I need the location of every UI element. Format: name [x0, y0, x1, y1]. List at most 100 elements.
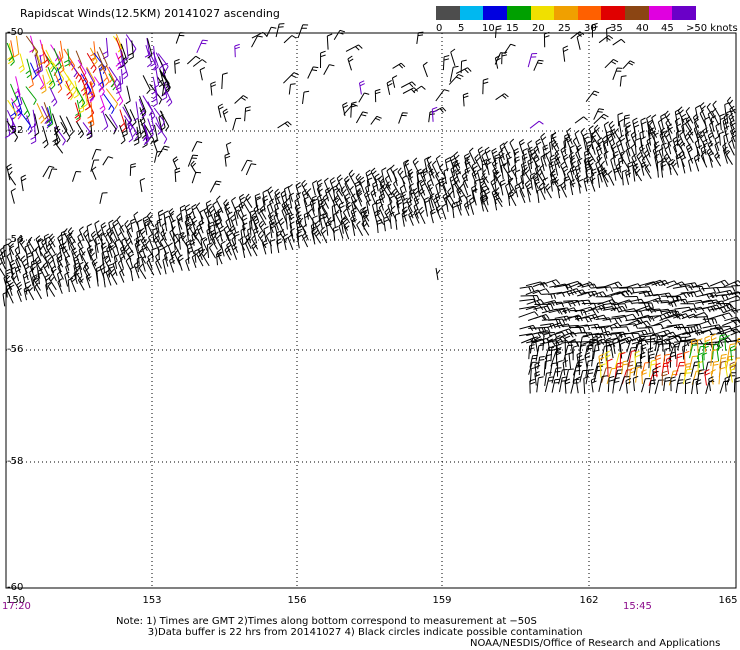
wind-barb [206, 227, 213, 245]
wind-barb [39, 44, 46, 66]
wind-barb [611, 303, 628, 309]
legend-label: 0 [436, 23, 443, 34]
wind-barb [638, 302, 654, 309]
wind-barb [569, 165, 576, 182]
wind-barb [188, 223, 197, 240]
wind-barb [169, 256, 176, 273]
wind-barb [189, 238, 196, 255]
wind-barb [534, 314, 550, 320]
wind-barb [351, 219, 358, 236]
wind-barb [36, 102, 45, 124]
wind-barb [168, 208, 175, 223]
wind-barb [146, 38, 153, 59]
wind-barb [674, 342, 680, 360]
wind-barb [347, 55, 354, 71]
legend-swatch [506, 6, 532, 20]
wind-barb [142, 75, 151, 95]
wind-barb [681, 156, 687, 174]
wind-barb [574, 116, 588, 124]
wind-barb [139, 107, 146, 126]
wind-barb [223, 225, 230, 241]
wind-barb [503, 140, 511, 159]
wind-barb [153, 107, 165, 127]
wind-barb [8, 170, 17, 186]
wind-barb [402, 87, 419, 94]
wind-barb [455, 67, 472, 74]
wind-barb [529, 378, 536, 394]
wind-barb [551, 378, 561, 393]
wind-barb [702, 138, 709, 155]
lon-label: 165 [718, 595, 737, 606]
wind-barb [615, 162, 623, 180]
wind-barb [289, 227, 295, 243]
wind-barb [201, 248, 210, 267]
wind-barb [562, 359, 569, 376]
wind-barb [704, 369, 711, 386]
wind-barb [547, 335, 554, 352]
wind-barb [400, 81, 416, 88]
wind-barb [384, 208, 391, 223]
wind-barb [302, 223, 309, 241]
wind-barb [34, 255, 42, 272]
wind-barb [654, 334, 663, 352]
wind-barb [93, 76, 105, 97]
wind-barb [205, 200, 212, 218]
wind-barb [730, 330, 740, 336]
wind-barb [617, 299, 633, 305]
wind-barb [455, 168, 462, 183]
wind-barb [57, 40, 64, 61]
lat-label: -60 [7, 582, 23, 593]
wind-barb [387, 201, 393, 217]
wind-barb [664, 145, 672, 161]
wind-barb [612, 377, 620, 394]
wind-barb [45, 281, 51, 297]
wind-barb [568, 152, 575, 168]
wind-barb [661, 157, 667, 171]
wind-barb [254, 193, 261, 208]
wind-barb [435, 205, 442, 220]
wind-barb [393, 179, 400, 194]
wind-barb [24, 281, 31, 295]
wind-barb [534, 361, 541, 377]
wind-barb [335, 209, 342, 225]
wind-barb [493, 171, 499, 190]
wind-barb [95, 269, 102, 287]
wind-barb [519, 186, 526, 204]
wind-barb [322, 193, 330, 209]
wind-barbs [0, 22, 740, 395]
wind-barb [710, 333, 717, 352]
wind-barb [67, 277, 74, 293]
wind-barb [362, 206, 370, 222]
wind-barb [112, 245, 118, 261]
wind-barb [223, 199, 231, 214]
wind-barb [112, 260, 118, 276]
wind-barb [624, 125, 631, 141]
wind-barb [687, 129, 694, 144]
wind-barb [403, 159, 410, 178]
wind-barb [607, 134, 615, 153]
wind-barb [262, 195, 269, 212]
wind-barb [583, 308, 600, 315]
wind-barb [40, 74, 47, 94]
wind-barb [99, 192, 108, 204]
wind-barb [661, 334, 668, 352]
wind-barb [392, 62, 406, 69]
wind-barb [355, 111, 368, 124]
wind-barb [85, 273, 92, 289]
wind-barb [718, 131, 725, 146]
wind-barb [148, 233, 154, 249]
wind-barb [113, 83, 124, 106]
wind-barb [251, 31, 268, 39]
wind-barb [619, 75, 627, 87]
wind-barb [226, 229, 233, 247]
wind-barb [441, 176, 447, 192]
wind-barb [345, 44, 363, 52]
wind-barb [6, 163, 13, 181]
wind-barb [19, 237, 27, 254]
wind-barb [378, 193, 385, 211]
wind-barb [633, 320, 651, 327]
wind-barb [48, 168, 58, 179]
wind-barb [591, 22, 598, 38]
wind-barb [356, 188, 363, 203]
wind-barb [202, 238, 209, 253]
